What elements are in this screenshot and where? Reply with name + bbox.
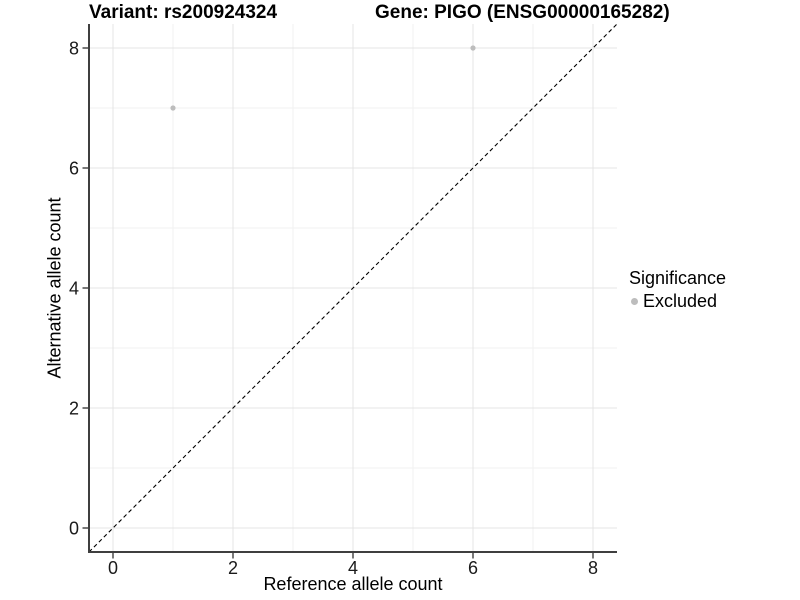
excluded-point-icon [631,298,638,305]
legend-item-excluded: Excluded [629,291,726,312]
x-axis-title: Reference allele count [263,574,443,594]
legend: Significance Excluded [629,268,726,312]
y-tick-label: 0 [69,519,79,539]
legend-title: Significance [629,268,727,288]
y-tick-label: 8 [69,39,79,59]
x-tick-label: 2 [228,558,238,578]
x-tick-label: 4 [348,558,358,578]
data-point [470,45,476,51]
legend-item-label: Excluded [643,291,718,311]
y-tick-label: 2 [69,399,79,419]
variant-title: Variant: rs200924324 [89,2,278,23]
y-tick-label: 6 [69,159,79,179]
x-tick-label: 0 [108,558,118,578]
y-tick-label: 4 [69,279,79,299]
data-point [170,105,176,111]
gene-title: Gene: PIGO (ENSG00000165282) [375,2,670,23]
x-tick-label: 8 [588,558,598,578]
identity-dashed-line [88,23,618,553]
y-axis-title: Alternative allele count [44,197,65,379]
x-tick-label: 6 [468,558,478,578]
